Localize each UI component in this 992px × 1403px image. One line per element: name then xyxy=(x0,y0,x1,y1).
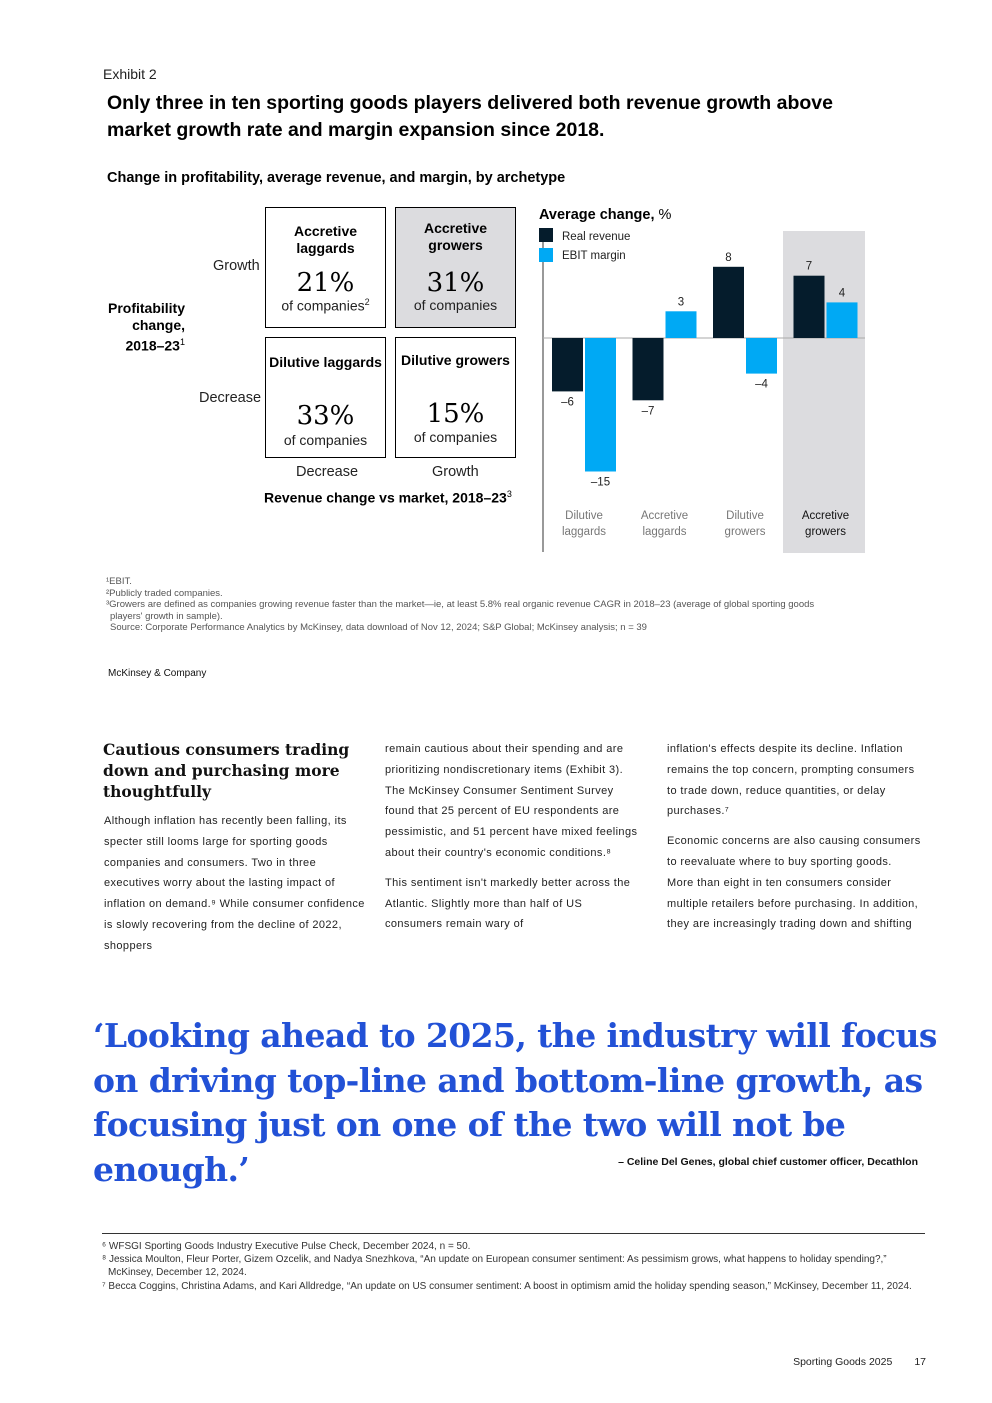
chart-title-unit: % xyxy=(659,207,672,223)
profitability-axis-title-text: Profitability change, 2018–23 xyxy=(107,300,185,354)
bar-real-revenue-dilutive-laggards xyxy=(552,338,583,392)
category-tick-label: Dilutive xyxy=(565,510,603,522)
data-label: 4 xyxy=(839,287,846,299)
legend-swatch-ebit-margin xyxy=(539,248,553,262)
cell-caption: of companies xyxy=(413,297,498,313)
data-label: 3 xyxy=(678,296,684,308)
cell-accretive-growers: Accretive growers 31% of companies xyxy=(395,207,516,328)
revenue-axis-title: Revenue change vs market, 2018–233 xyxy=(264,489,512,506)
category-tick-label: laggards xyxy=(562,526,606,538)
revenue-axis-footnote: 3 xyxy=(506,489,512,499)
bar-ebit-margin-accretive-laggards xyxy=(665,311,697,338)
cell-caption: of companies xyxy=(281,297,365,314)
data-label: –7 xyxy=(642,405,655,417)
data-label: 8 xyxy=(725,252,731,264)
revenue-axis-title-text: Revenue change vs market, 2018–23 xyxy=(264,489,507,506)
section-heading: Cautious consumers trading down and purc… xyxy=(103,740,350,801)
footnote-2: ²Publicly traded companies. xyxy=(106,587,223,599)
row-label-growth: Growth xyxy=(213,258,260,274)
bar-ebit-margin-dilutive-laggards xyxy=(585,338,616,472)
legend-swatch-real-revenue xyxy=(539,228,553,242)
cell-caption: of companies xyxy=(413,429,498,445)
data-label: –6 xyxy=(561,396,574,408)
cell-percent: 31% xyxy=(426,268,485,298)
category-tick-label: growers xyxy=(725,526,766,538)
cell-dilutive-growers: Dilutive growers 15% of companies xyxy=(395,337,516,458)
data-label: 7 xyxy=(806,261,812,273)
row-label-decrease: Decrease xyxy=(199,390,262,406)
category-tick-label: Dilutive xyxy=(726,510,764,522)
quote-attribution: – Celine Del Genes, global chief custome… xyxy=(618,1156,918,1168)
paragraph: Although inflation has recently been fal… xyxy=(104,815,365,952)
profitability-axis-title: Profitability change, 2018–231 xyxy=(100,300,185,355)
pull-quote: ‘Looking ahead to 2025, the industry wil… xyxy=(93,1016,938,1189)
bar-ebit-margin-dilutive-growers xyxy=(746,338,777,374)
cell-name: Accretive laggards xyxy=(293,223,358,256)
paragraph: inflation's effects despite its decline.… xyxy=(667,743,915,818)
legend-label-real-revenue: Real revenue xyxy=(562,231,630,243)
bar-real-revenue-accretive-growers xyxy=(793,275,825,338)
publication-name: Sporting Goods 2025 xyxy=(793,1356,893,1368)
endnotes-divider xyxy=(102,1233,925,1234)
legend-label-ebit-margin: EBIT margin xyxy=(562,250,626,262)
chart-title: Average change,% xyxy=(539,207,672,223)
cell-name: Dilutive growers xyxy=(401,352,510,368)
bar-chart: –6 –15 Dilutive laggards –7 3 Accretive laggard… xyxy=(539,207,865,553)
cell-caption: of companies xyxy=(283,432,368,448)
col-label-growth: Growth xyxy=(432,464,479,480)
cell-name: Dilutive laggards xyxy=(269,354,382,370)
cell-dilutive-laggards: Dilutive laggards 33% of companies xyxy=(265,337,386,458)
body-column-2: remain cautious about their spending and… xyxy=(385,739,639,944)
page-footer: Sporting Goods 2025 17 xyxy=(700,1356,926,1368)
chart-title-main: Average change, xyxy=(539,207,655,223)
body-column-1: Although inflation has recently been fal… xyxy=(104,811,366,966)
data-label: –4 xyxy=(755,379,768,391)
data-label: –15 xyxy=(591,477,610,489)
endnote: ⁶ WFSGI Sporting Goods Industry Executiv… xyxy=(102,1241,471,1252)
paragraph: remain cautious about their spending and… xyxy=(385,743,638,859)
endnote: ⁸ Jessica Moulton, Fleur Porter, Gizem O… xyxy=(102,1254,887,1279)
chart-subtitle: Change in profitability, average revenue… xyxy=(107,170,566,186)
bar-real-revenue-accretive-laggards xyxy=(632,338,664,401)
paragraph: Economic concerns are also causing consu… xyxy=(667,835,921,931)
bar-real-revenue-dilutive-growers xyxy=(713,266,744,338)
brand-logo-text: McKinsey & Company xyxy=(108,668,207,679)
body-column-3: inflation's effects despite its decline.… xyxy=(667,739,921,944)
footnote-1: ¹EBIT. xyxy=(106,576,132,587)
profitability-axis-footnote: 1 xyxy=(179,337,185,347)
cell-name: Accretive growers xyxy=(423,220,488,253)
cell-percent: 21% xyxy=(296,268,355,298)
page-number: 17 xyxy=(914,1356,926,1368)
source-note: Source: Corporate Performance Analytics … xyxy=(110,622,647,633)
bar-ebit-margin-accretive-growers xyxy=(826,302,858,338)
cell-footnote: 2 xyxy=(364,297,370,307)
paragraph: This sentiment isn't markedly better acr… xyxy=(385,876,631,931)
category-tick-label: Accretive xyxy=(641,510,688,522)
cell-percent: 33% xyxy=(296,401,355,431)
exhibit-label: Exhibit 2 xyxy=(103,66,157,82)
footnote-3: ³Growers are defined as companies growin… xyxy=(106,599,815,622)
category-tick-label: Accretive xyxy=(802,510,849,522)
endnotes: ⁶ WFSGI Sporting Goods Industry Executiv… xyxy=(102,1240,912,1293)
endnote: ⁷ Becca Coggins, Christina Adams, and Ka… xyxy=(102,1280,912,1292)
cell-accretive-laggards: Accretive laggards 21% of companies2 xyxy=(265,207,386,328)
col-label-decrease: Decrease xyxy=(296,464,359,480)
exhibit-footnotes: ¹EBIT. ²Publicly traded companies. ³Grow… xyxy=(106,576,836,634)
cell-percent: 15% xyxy=(426,399,485,429)
category-tick-label: growers xyxy=(805,526,846,538)
exhibit-title: Only three in ten sporting goods players… xyxy=(107,92,833,141)
category-tick-label: laggards xyxy=(642,526,686,538)
